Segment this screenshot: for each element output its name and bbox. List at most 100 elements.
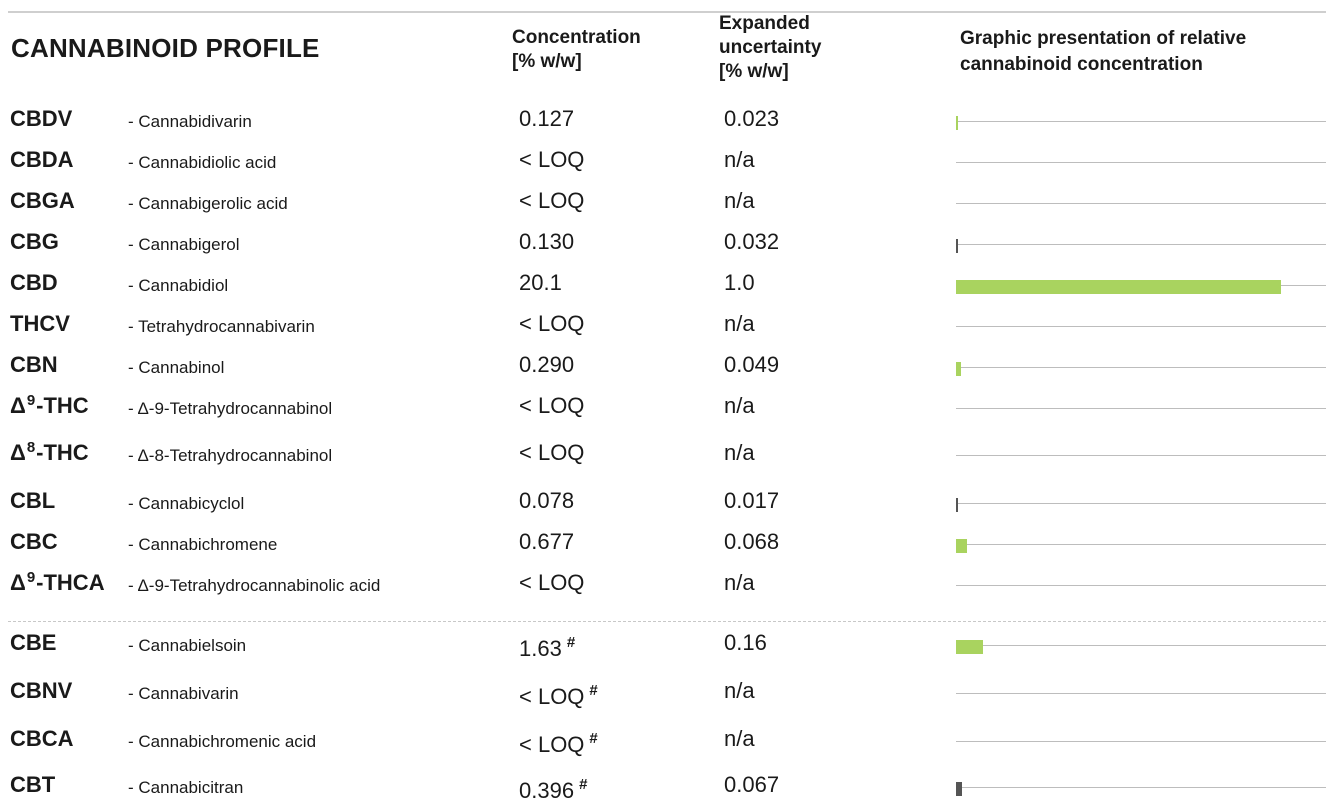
cannabinoid-name: - Cannabichromenic acid [128,732,317,751]
concentration-value: 0.130 [519,229,574,255]
table-row: Δ8-THC - Δ-8-Tetrahydrocannabinol < LOQ n/a [0,439,1326,480]
concentration-text: 0.677 [519,529,575,554]
abbr-text: CBD [10,270,58,295]
cannabinoid-name: - Tetrahydrocannabivarin [128,317,315,336]
footnote-mark: # [566,634,576,651]
concentration-value: < LOQ [519,188,584,214]
concentration-value: 0.396 # [519,776,587,804]
table-row: CBGA - Cannabigerolic acid < LOQ n/a [0,188,1326,228]
abbr-text: CBN [10,352,58,377]
graph-bar [956,539,967,553]
page-title: CANNABINOID PROFILE [11,33,320,63]
concentration-text: < LOQ [519,393,585,418]
cannabinoid-name: - Cannabivarin [128,684,239,703]
uncertainty-value: n/a [724,678,755,703]
cannabinoid-name: - Cannabichromene [128,535,278,554]
cannabinoid-name: - Cannabidivarin [128,112,252,131]
table-row: Δ9-THC - Δ-9-Tetrahydrocannabinol < LOQ n/a [0,392,1326,433]
graph-baseline [956,244,1326,245]
header-concentration-unit: [% w/w] [512,51,582,72]
cannabinoid-abbr: CBN [10,352,58,378]
uncertainty-value: 0.068 [724,529,780,554]
graph-baseline [956,162,1326,163]
header-uncertainty: Expanded uncertainty [% w/w] [719,12,821,84]
cannabinoid-abbr: CBDA [10,147,74,173]
cannabinoid-abbr: CBE [10,630,56,656]
abbr-text: -THC [36,440,89,465]
concentration-text: < LOQ [519,147,585,172]
cannabinoid-abbr: CBDV [10,106,72,132]
graph-baseline [956,203,1326,204]
concentration-text: < LOQ [519,311,585,336]
concentration-value: 0.677 [519,529,574,555]
abbr-text: CBE [10,630,57,655]
cannabinoid-abbr: CBGA [10,188,75,214]
abbr-text: -THCA [36,570,105,595]
abbr-text: CBDA [10,147,74,172]
cannabinoid-abbr: Δ9-THCA [10,569,105,596]
graph-baseline [956,408,1326,409]
header-graphic: Graphic presentation of relative cannabi… [960,26,1246,78]
concentration-text: 0.396 [519,778,575,803]
abbr-text: CBDV [10,106,73,131]
graph-baseline [956,455,1326,456]
graph-baseline [956,585,1326,586]
section-divider [8,621,1326,622]
graph-bar [956,280,1281,294]
abbr-text: CBNV [10,678,73,703]
concentration-text: < LOQ [519,188,585,213]
header-graphic-line2: cannabinoid concentration [960,54,1203,75]
table-row: CBG - Cannabigerol 0.130 0.032 [0,229,1326,269]
uncertainty-value: n/a [724,570,755,595]
uncertainty-value: n/a [724,311,755,336]
cannabinoid-abbr: CBCA [10,726,74,752]
abbr-text: THCV [10,311,70,336]
abbr-text: -THC [36,393,89,418]
concentration-text: < LOQ [519,440,585,465]
concentration-value: < LOQ [519,393,584,419]
table-row: CBNV - Cannabivarin < LOQ # n/a [0,678,1326,718]
concentration-text: < LOQ [519,684,585,709]
uncertainty-value: 0.16 [724,630,767,655]
cannabinoid-abbr: CBC [10,529,58,555]
table-row: CBT - Cannabicitran 0.396 #0.067 [0,772,1326,812]
graph-baseline [956,503,1326,504]
uncertainty-value: n/a [724,726,755,751]
graph-bar [956,782,963,796]
abbr-text: CBCA [10,726,74,751]
concentration-value: < LOQ # [519,730,598,758]
table-row: CBDA - Cannabidiolic acid < LOQ n/a [0,147,1326,187]
concentration-text: 0.290 [519,352,575,377]
cannabinoid-name: - Cannabielsoin [128,636,247,655]
cannabinoid-abbr: Δ9-THC [10,392,89,419]
abbr-text: CBG [10,229,59,254]
uncertainty-value: 0.032 [724,229,780,254]
cannabinoid-abbr: CBD [10,270,58,296]
footnote-mark: # [589,682,598,699]
abbr-text: CBL [10,488,56,513]
top-rule [8,11,1326,13]
footnote-mark: # [589,730,598,747]
concentration-text: < LOQ [519,732,585,757]
table-row: Δ9-THCA - Δ-9-Tetrahydrocannabinolic acid… [0,569,1326,610]
cannabinoid-name: - Δ-9-Tetrahydrocannabinol [128,399,333,418]
header-concentration-line: Concentration [512,27,641,48]
cannabinoid-name: - Cannabigerol [128,235,240,254]
concentration-value: < LOQ [519,311,584,337]
uncertainty-value: n/a [724,147,755,172]
graph-bar [956,362,961,376]
table-row: CBD - Cannabidiol 20.1 1.0 [0,270,1326,310]
graph-baseline [956,741,1326,742]
header-graphic-line1: Graphic presentation of relative [960,28,1247,49]
concentration-text: 0.127 [519,106,575,131]
concentration-value: < LOQ [519,147,584,173]
header-uncertainty-line2: uncertainty [719,37,822,58]
graph-baseline [956,326,1326,327]
uncertainty-value: 0.049 [724,352,780,377]
concentration-value: < LOQ [519,440,584,466]
table-row: CBC - Cannabichromene 0.677 0.068 [0,529,1326,569]
abbr-text: CBGA [10,188,75,213]
concentration-value: 1.63 # [519,634,576,662]
cannabinoid-abbr: CBG [10,229,59,255]
table-row: CBL - Cannabicyclol 0.078 0.017 [0,488,1326,528]
